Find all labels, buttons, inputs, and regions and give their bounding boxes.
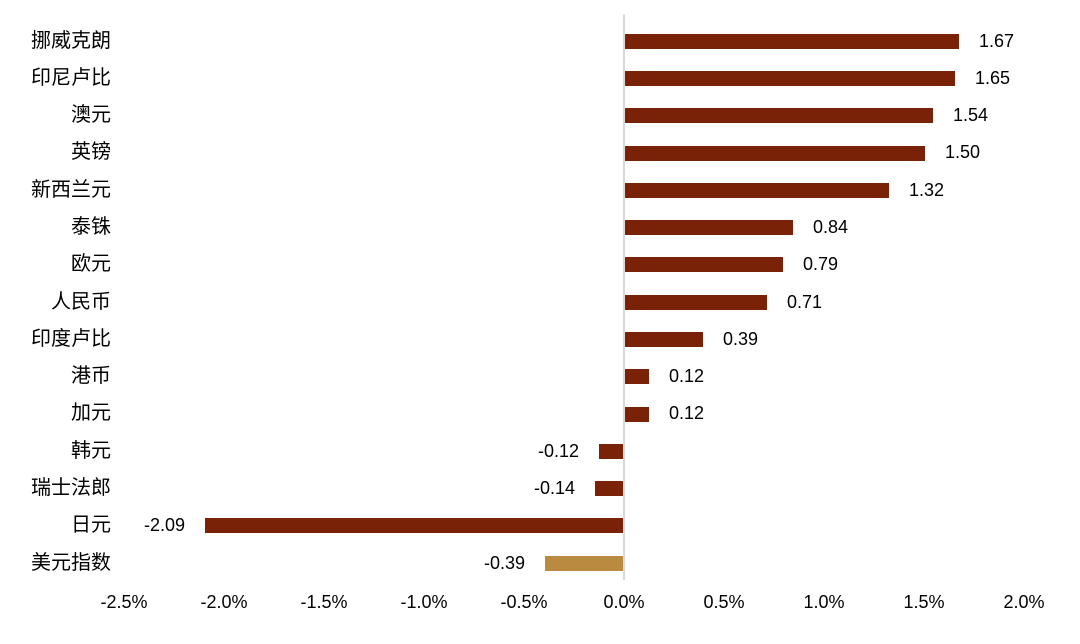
category-label: 欧元 xyxy=(71,253,111,276)
category-label: 英镑 xyxy=(71,141,111,164)
category-label: 日元 xyxy=(71,514,111,537)
value-label: 1.65 xyxy=(975,67,1011,88)
bar xyxy=(625,257,783,273)
chart-row: 韩元 -0.12 xyxy=(0,433,1080,470)
chart-row: 泰铢 0.84 xyxy=(0,209,1080,246)
value-label: -0.12 xyxy=(537,440,579,461)
category-label: 新西兰元 xyxy=(31,178,111,201)
bar xyxy=(625,71,955,86)
chart-row: 港币 0.12 xyxy=(0,358,1080,395)
bar xyxy=(625,220,793,236)
value-label: 0.12 xyxy=(669,366,705,387)
value-label: 0.79 xyxy=(803,254,839,275)
value-label: 1.54 xyxy=(953,105,989,126)
value-label: 1.67 xyxy=(979,30,1015,51)
x-axis-tick-label: -2.0% xyxy=(200,592,248,612)
x-axis-tick-label: 1.5% xyxy=(903,592,945,612)
category-label: 挪威克朗 xyxy=(31,29,111,52)
bar xyxy=(625,294,767,310)
category-label: 人民币 xyxy=(51,290,111,313)
category-label: 泰铢 xyxy=(71,216,111,238)
value-label: 0.84 xyxy=(813,217,849,237)
value-label: 1.32 xyxy=(909,179,945,200)
bar xyxy=(545,555,623,571)
category-label: 加元 xyxy=(71,402,111,425)
chart-row: 新西兰元 1.32 xyxy=(0,172,1080,209)
bar xyxy=(595,481,623,497)
bar xyxy=(625,145,925,161)
category-label: 韩元 xyxy=(71,439,111,462)
value-label: -0.39 xyxy=(483,552,525,573)
bar xyxy=(625,331,703,347)
chart-row: 印尼卢比 1.65 xyxy=(0,60,1080,97)
category-label: 港币 xyxy=(71,365,111,388)
chart-row: 加元 0.12 xyxy=(0,395,1080,432)
bar xyxy=(625,406,649,422)
chart-row: 澳元 1.54 xyxy=(0,97,1080,134)
bar xyxy=(625,33,959,49)
bar xyxy=(625,108,933,124)
bar xyxy=(625,369,649,385)
value-label: 0.39 xyxy=(723,328,759,349)
chart-row: 瑞士法郎 -0.14 xyxy=(0,470,1080,507)
x-axis-tick-label: -1.0% xyxy=(400,592,448,612)
bar xyxy=(205,518,623,534)
x-axis-tick-label: 2.0% xyxy=(1003,592,1045,612)
x-axis-zero-line xyxy=(623,14,625,580)
value-label: -0.14 xyxy=(533,477,575,498)
chart-row: 欧元 0.79 xyxy=(0,246,1080,283)
category-label: 印度卢比 xyxy=(31,327,111,350)
value-label: -2.09 xyxy=(143,515,185,536)
x-axis-tick-label: -1.5% xyxy=(300,592,348,612)
chart-row: 英镑 1.50 xyxy=(0,134,1080,171)
bar xyxy=(599,443,623,459)
value-label: 1.50 xyxy=(945,142,981,163)
x-axis-tick-label: 1.0% xyxy=(803,592,845,612)
value-label: 0.12 xyxy=(669,403,705,424)
chart-row: 人民币 0.71 xyxy=(0,284,1080,321)
x-axis-tick-label: -2.5% xyxy=(100,592,148,612)
x-axis-tick-label: 0.5% xyxy=(703,592,745,612)
category-label: 瑞士法郎 xyxy=(31,476,111,499)
chart-row: 印度卢比 0.39 xyxy=(0,321,1080,358)
category-label: 澳元 xyxy=(71,104,111,127)
chart-row: 美元指数 -0.39 xyxy=(0,545,1080,582)
category-label: 美元指数 xyxy=(31,551,111,574)
chart-row: 挪威克朗 1.67 xyxy=(0,23,1080,60)
x-axis-tick-label: 0.0% xyxy=(603,592,645,612)
bar xyxy=(625,182,889,198)
x-axis-tick-label: -0.5% xyxy=(500,592,548,612)
value-label: 0.71 xyxy=(787,291,823,312)
chart-row: 日元 -2.09 xyxy=(0,507,1080,544)
category-label: 印尼卢比 xyxy=(31,66,111,89)
